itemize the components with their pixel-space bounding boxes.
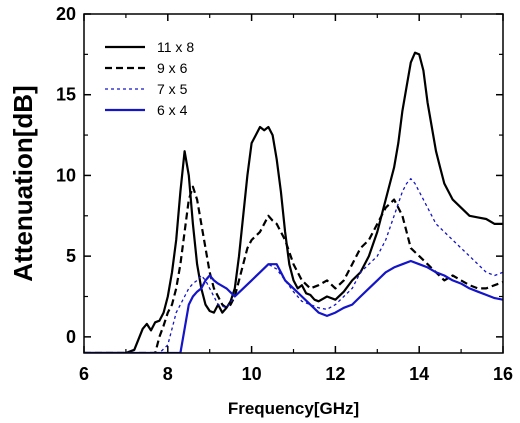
y-tick-label: 15 bbox=[56, 85, 76, 105]
axis-ticks: 6 8 10 12 14 16 0 5 10 15 20 bbox=[56, 4, 513, 384]
y-tick-label: 5 bbox=[66, 246, 76, 266]
x-tick-label: 10 bbox=[242, 364, 262, 384]
series-line-1 bbox=[84, 51, 503, 353]
series-line-2 bbox=[84, 185, 503, 353]
x-tick-label: 8 bbox=[163, 364, 173, 384]
y-axis-label: Attenuation[dB] bbox=[8, 85, 38, 281]
y-tick-label: 10 bbox=[56, 165, 76, 185]
series-layer bbox=[84, 51, 503, 353]
x-axis-label: Frequency[GHz] bbox=[228, 399, 359, 418]
legend-label-3: 7 x 5 bbox=[157, 81, 188, 97]
x-tick-label: 16 bbox=[493, 364, 513, 384]
legend-label-4: 6 x 4 bbox=[157, 102, 188, 118]
legend-label-2: 9 x 6 bbox=[157, 60, 188, 76]
series-line-3 bbox=[84, 178, 503, 353]
x-tick-label: 6 bbox=[79, 364, 89, 384]
y-tick-label: 20 bbox=[56, 4, 76, 24]
x-tick-label: 14 bbox=[409, 364, 429, 384]
x-tick-label: 12 bbox=[325, 364, 345, 384]
y-tick-label: 0 bbox=[66, 327, 76, 347]
legend: 11 x 8 9 x 6 7 x 5 6 x 4 bbox=[105, 39, 194, 118]
plot-frame bbox=[83, 13, 504, 354]
legend-label-1: 11 x 8 bbox=[157, 39, 194, 55]
series-line-4 bbox=[84, 259, 503, 353]
